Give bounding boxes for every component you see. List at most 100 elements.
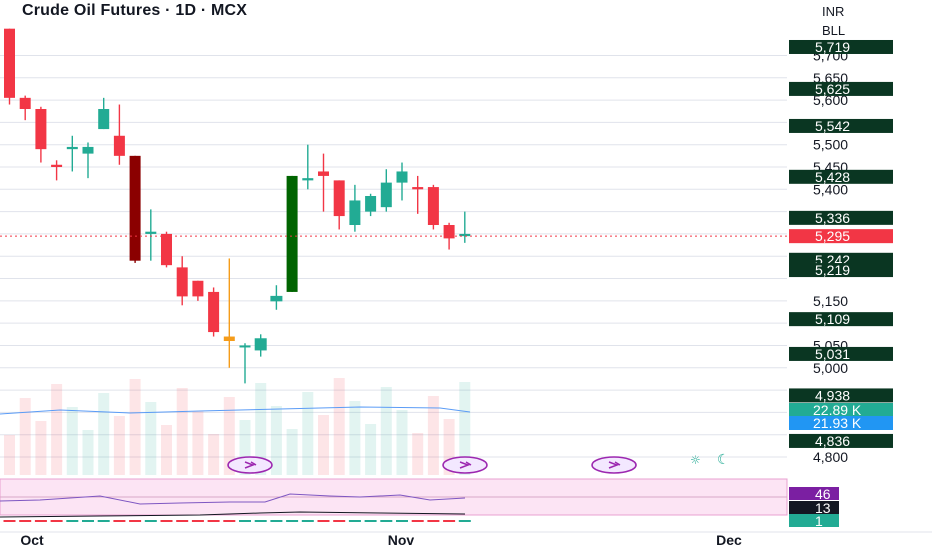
y-tick-label: 5,150: [813, 293, 848, 309]
candle: [318, 153, 329, 212]
rsi-histogram-bar: [176, 520, 189, 522]
price-axis: 5,7005,6505,6005,5005,4505,4005,1505,050…: [813, 47, 848, 465]
rsi-histogram-bar: [34, 520, 47, 522]
y-tick-label: 4,800: [813, 449, 848, 465]
currency-label[interactable]: INR: [822, 4, 845, 19]
rsi-histogram-bar: [144, 520, 157, 522]
candle-body: [459, 233, 471, 237]
rsi-badge: 13: [789, 500, 839, 516]
candle-body: [286, 175, 298, 292]
y-tick-label: 5,650: [813, 70, 848, 86]
price-level-badge: 4,836: [789, 433, 893, 449]
candle-body: [365, 196, 377, 212]
candle: [113, 104, 125, 165]
volume-bar: [176, 388, 188, 475]
candle: [412, 175, 424, 214]
price-level-label: 4,836: [815, 433, 850, 449]
candle-body: [333, 180, 345, 217]
price-level-label: 5,219: [815, 262, 850, 278]
price-level-label: 5,719: [815, 39, 850, 55]
rsi-histogram-bar: [396, 520, 408, 522]
candle: [396, 162, 408, 201]
volume-bar: [192, 411, 204, 475]
price-level-badge: 5,719: [789, 39, 893, 55]
rsi-histogram-bar: [380, 520, 393, 522]
candle: [145, 209, 157, 261]
candlestick-series: [0, 28, 787, 384]
candle-body: [270, 295, 283, 302]
candle: [223, 258, 235, 368]
price-level-box: [789, 263, 893, 278]
forward-event-icon[interactable]: [227, 456, 273, 474]
candle: [161, 231, 172, 268]
price-level-label: 5,109: [815, 311, 850, 327]
rsi-badge-label: 13: [815, 500, 831, 516]
rsi-histogram-bar: [160, 520, 173, 522]
rsi-histogram-bar: [364, 520, 377, 522]
candle: [443, 222, 455, 250]
price-level-badge: 4,938: [789, 387, 893, 403]
volume-bar: [302, 392, 314, 475]
y-tick-label: 5,500: [813, 137, 848, 153]
price-level-box: [789, 433, 893, 448]
volume-bar: [427, 396, 439, 475]
rsi-badge-box: [789, 487, 839, 500]
candle-body: [254, 338, 267, 351]
volume-bar: [239, 420, 251, 475]
volume-bar: [333, 378, 345, 475]
price-level-box: [789, 388, 893, 403]
volume-bar: [113, 416, 125, 475]
price-level-badge: 5,428: [789, 169, 893, 185]
rsi-histogram-bar: [411, 520, 424, 522]
volume-badge: 21.93 K: [789, 415, 893, 431]
rsi-histogram-bar: [191, 520, 204, 522]
rsi-histogram-bar: [82, 520, 94, 522]
candle-body: [349, 200, 361, 225]
chart-title: Crude Oil Futures · 1D · MCX: [22, 2, 248, 19]
candle-body: [82, 146, 94, 154]
rsi-histogram-bar: [286, 520, 299, 522]
volume-bar: [82, 430, 94, 475]
event-glyph: [608, 461, 621, 469]
event-glyph: [459, 461, 472, 469]
flash-event-icon[interactable]: [442, 456, 488, 474]
rsi-histogram-bar: [427, 520, 440, 522]
volume-bar: [98, 393, 110, 475]
y-tick-label: 5,400: [813, 181, 848, 197]
candle: [51, 160, 63, 181]
volume-bar: [51, 384, 63, 475]
rsi-histogram-bar: [113, 520, 126, 522]
candle: [176, 256, 188, 306]
event-glyph: [244, 461, 257, 469]
candle-body: [208, 291, 220, 333]
x-tick-label: Nov: [388, 532, 415, 548]
event-markers: ☼ ☾: [227, 452, 730, 474]
volume-badge: 22.89 K: [789, 402, 893, 418]
candle: [254, 334, 267, 357]
rsi-badge-label: 1: [815, 513, 823, 529]
price-level-badge: 5,625: [789, 81, 893, 97]
price-level-box: [789, 81, 893, 96]
volume-bar: [270, 406, 282, 475]
price-level-label: 5,542: [815, 118, 850, 134]
volume-bar: [223, 397, 235, 475]
volume-bar: [255, 383, 267, 475]
volume-bar: [4, 435, 15, 475]
candle: [380, 169, 392, 212]
forward-event-icon[interactable]: [591, 456, 637, 474]
candle-body: [4, 28, 15, 98]
candle-body: [412, 187, 424, 190]
volume-bar: [380, 387, 392, 475]
candle: [459, 211, 471, 243]
rsi-badge-label: 46: [815, 486, 831, 502]
candle-body: [129, 155, 141, 261]
candle-body: [161, 233, 172, 266]
volume-bar: [349, 401, 361, 475]
price-level-label: 5,428: [815, 169, 850, 185]
x-tick-label: Dec: [716, 532, 742, 548]
price-level-badge: 5,542: [789, 118, 893, 134]
candle-body: [98, 109, 110, 130]
unit-label[interactable]: BLL: [822, 23, 846, 38]
volume-bar: [129, 379, 141, 475]
